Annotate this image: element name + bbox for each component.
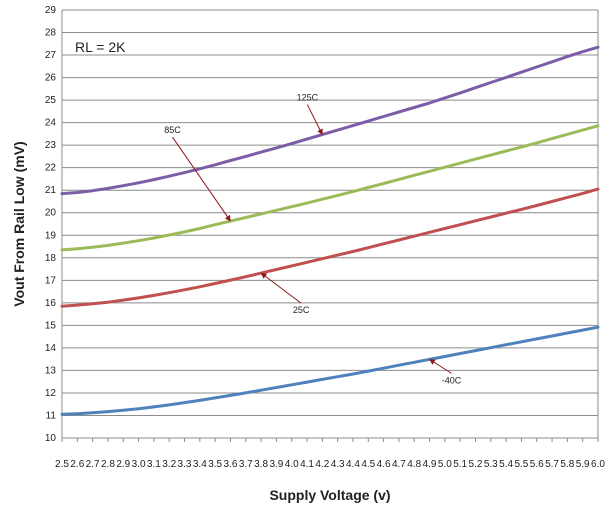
- y-tick-label: 15: [45, 320, 57, 331]
- x-tick-label: 2.9: [116, 459, 130, 470]
- note-label: RL = 2K: [75, 39, 126, 55]
- x-tick-label: 4.6: [377, 459, 391, 470]
- y-tick-label: 19: [45, 230, 57, 241]
- x-tick-label: 2.6: [70, 459, 84, 470]
- series-line-40c: [60, 325, 600, 416]
- x-tick-label: 2.5: [55, 459, 69, 470]
- y-tick-label: 10: [45, 433, 57, 444]
- annotation-label-40c: -40C: [442, 375, 462, 385]
- x-tick-label: 5.7: [545, 459, 559, 470]
- x-tick-label: 3.2: [162, 459, 176, 470]
- x-tick-label: 2.7: [86, 459, 100, 470]
- x-tick-label: 5.3: [484, 459, 498, 470]
- y-tick-label: 16: [45, 298, 57, 309]
- x-tick-label: 4.1: [300, 459, 314, 470]
- x-tick-label: 3.6: [224, 459, 238, 470]
- y-tick-label: 20: [45, 208, 57, 219]
- y-axis-label: Vout From Rail Low (mV): [11, 141, 27, 306]
- y-tick-label: 29: [45, 5, 57, 16]
- y-tick-label: 24: [45, 118, 57, 129]
- x-tick-label: 4.7: [392, 459, 406, 470]
- annotation-label-125c: 125C: [297, 93, 319, 103]
- x-tick-label: 2.8: [101, 459, 115, 470]
- y-tick-label: 25: [45, 95, 57, 106]
- y-tick-label: 22: [45, 163, 57, 174]
- y-tick-label: 27: [45, 50, 57, 61]
- x-tick-label: 5.0: [438, 459, 452, 470]
- x-tick-label: 4.5: [361, 459, 375, 470]
- annotation-arrow-125c: [306, 104, 323, 136]
- annotation-arrow-40c: [429, 358, 452, 374]
- series-lines: [60, 45, 600, 416]
- x-tick-label: 4.3: [331, 459, 345, 470]
- x-tick-label: 4.0: [285, 459, 299, 470]
- annotations: 125C 85C 25C -40C: [164, 93, 462, 386]
- x-tick-label: 3.4: [193, 459, 207, 470]
- series-line-25c: [60, 187, 600, 308]
- series-line-85c: [60, 124, 600, 252]
- x-tick-label: 4.2: [315, 459, 329, 470]
- x-tick-label: 4.8: [407, 459, 421, 470]
- x-tick-label: 3.9: [269, 459, 283, 470]
- x-tick-label: 4.9: [423, 459, 437, 470]
- x-tick-label: 5.8: [560, 459, 574, 470]
- x-tick-label: 5.9: [576, 459, 590, 470]
- x-tick-label: 3.5: [208, 459, 222, 470]
- x-axis-label: Supply Voltage (v): [269, 487, 390, 503]
- y-tick-label: 11: [46, 410, 57, 421]
- y-tick-label: 23: [45, 140, 57, 151]
- x-tick-label: 3.7: [239, 459, 253, 470]
- x-tick-label: 5.5: [514, 459, 528, 470]
- x-tick-label: 5.1: [453, 459, 467, 470]
- y-tick-label: 28: [45, 28, 57, 39]
- plot-area: [62, 10, 598, 438]
- x-tick-label: 4.4: [346, 459, 360, 470]
- y-tick-label: 14: [45, 343, 57, 354]
- x-tick-label: 5.6: [530, 459, 544, 470]
- series-line-125c: [60, 45, 600, 196]
- x-tick-label: 3.8: [254, 459, 268, 470]
- x-tick-label: 3.1: [147, 459, 161, 470]
- tick-labels: 10 11 12 13 14 15 16 17 18 19 20 21 22 23 24 25 26 27 28 29…: [45, 5, 605, 470]
- x-tick-label: 6.0: [591, 459, 605, 470]
- x-tick-label: 5.2: [469, 459, 483, 470]
- annotation-label-85c: 85C: [164, 125, 181, 135]
- y-tick-label: 17: [45, 275, 57, 286]
- y-tick-label: 13: [45, 365, 57, 376]
- x-tick-label: 5.4: [499, 459, 513, 470]
- annotation-label-25c: 25C: [293, 305, 310, 315]
- y-tick-label: 12: [45, 388, 57, 399]
- annotation-arrow-25c: [260, 272, 302, 304]
- y-tick-label: 18: [45, 253, 57, 264]
- x-tick-label: 3.3: [178, 459, 192, 470]
- y-tick-label: 26: [45, 73, 57, 84]
- y-tick-label: 21: [45, 185, 57, 196]
- annotation-arrow-85c: [172, 136, 231, 222]
- x-tick-label: 3.0: [132, 459, 146, 470]
